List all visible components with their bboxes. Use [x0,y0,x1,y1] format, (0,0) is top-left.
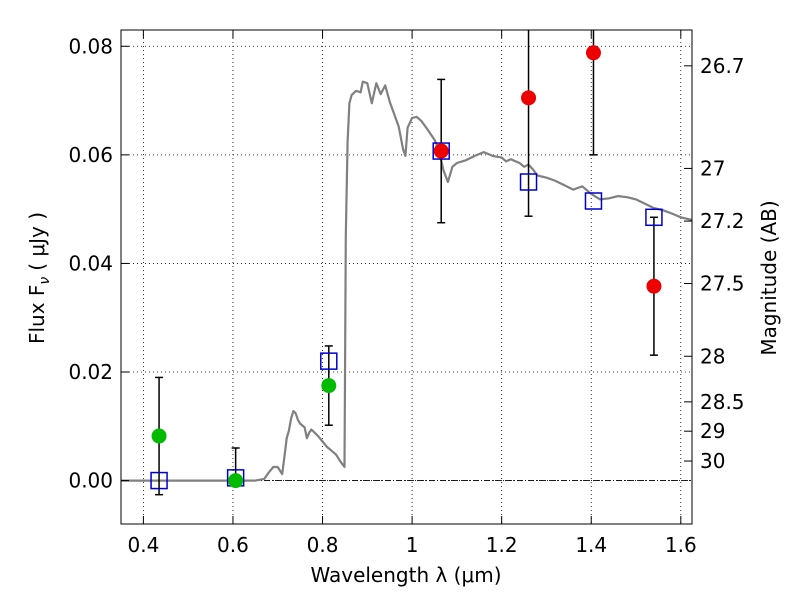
y-axis-label-sub: ν [37,277,53,285]
x-tick-label: 0.6 [217,533,249,557]
mag-tick-label: 28.5 [700,390,745,414]
mag-tick-label: 28 [700,344,725,368]
error-bars [155,30,658,496]
y-axis-label-main: Flux F [25,285,49,344]
x-axis-label: Wavelength λ (μm) [310,563,501,587]
x-tick-label: 0.4 [127,533,159,557]
right-axis-label: Magnitude (AB) [757,200,781,355]
x-tick-label: 1.6 [665,533,697,557]
observed-point [521,90,537,106]
mag-tick-label: 29 [700,419,725,443]
x-tick-label: 1 [406,533,419,557]
model-photometry-square [432,142,450,160]
y-tick-label: 0.02 [68,360,113,384]
x-tick-label: 1.4 [575,533,607,557]
mag-tick-label: 27 [700,156,725,180]
observed-point [585,45,601,61]
mag-tick-label: 27.5 [700,272,745,296]
y-tick-label: 0.06 [68,143,113,167]
plot-frame [120,29,693,525]
y-tick-label: 0.04 [68,251,113,275]
x-tick-label: 1.2 [486,533,518,557]
observed-point [151,428,167,444]
mag-tick-label: 30 [700,449,725,473]
tick-marks [121,30,692,524]
model-photometry-square [320,352,338,370]
mag-tick-label: 26.7 [700,54,745,78]
tick-labels: 0.4 0.6 0.8 1 1.2 1.4 1.6 0.00 0.02 0.04 0.06 0.08 2… [68,34,744,557]
observed-point [321,378,337,394]
model-sed-curve [121,80,693,482]
model-photometry-square [519,173,538,191]
model-photometry-square [645,208,663,227]
x-tick-label: 0.8 [307,533,339,557]
observed-point [646,278,662,294]
observed-point [228,473,244,489]
y-axis-label-unit: ( μJy ) [25,212,49,271]
model-photometry-square [150,471,168,490]
observed-point [433,143,449,159]
model-sed-line [121,80,693,482]
model-photometry-square [584,192,603,210]
y-axis-label: Flux Fν ( μJy ) [25,212,53,344]
y-tick-label: 0.08 [68,34,113,58]
grid-lines [121,30,692,524]
mag-tick-label: 27.2 [700,209,745,233]
data-markers [150,45,663,490]
y-tick-label: 0.00 [68,469,113,493]
